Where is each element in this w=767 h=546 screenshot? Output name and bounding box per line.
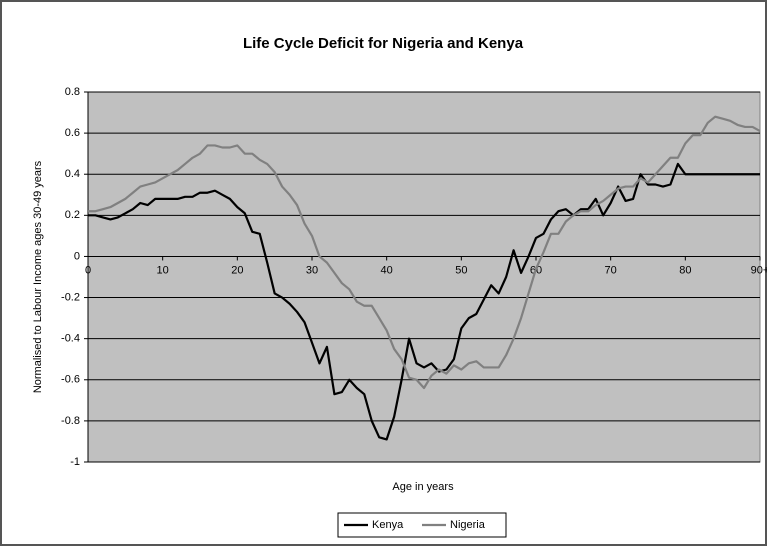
x-tick-label: 40 xyxy=(381,264,393,276)
x-tick-label: 90+ xyxy=(751,264,767,276)
y-tick-label: -0.2 xyxy=(61,291,80,303)
x-tick-label: 20 xyxy=(231,264,243,276)
y-tick-label: -0.8 xyxy=(61,415,80,427)
y-tick-label: 0.8 xyxy=(65,86,80,98)
y-tick-label: -0.4 xyxy=(61,333,80,345)
line-series xyxy=(88,162,760,441)
y-tick-label: 0.2 xyxy=(65,209,80,221)
x-tick-label: 10 xyxy=(157,264,169,276)
y-tick-label: -1 xyxy=(70,456,80,468)
x-axis-title: Age in years xyxy=(392,481,454,493)
y-tick-label: 0.6 xyxy=(65,127,80,139)
x-tick-label: 50 xyxy=(455,264,467,276)
x-tick-label: 0 xyxy=(85,264,91,276)
y-tick-label: -0.6 xyxy=(61,374,80,386)
x-tick-label: 70 xyxy=(605,264,617,276)
chart-title: Life Cycle Deficit for Nigeria and Kenya xyxy=(243,35,524,52)
legend-label: Nigeria xyxy=(450,519,486,531)
y-tick-label: 0 xyxy=(74,250,80,262)
plot-area xyxy=(87,91,761,463)
x-tick-label: 30 xyxy=(306,264,318,276)
y-axis-title: Normalised to Labour Income ages 30-49 y… xyxy=(32,160,44,393)
x-tick-label: 80 xyxy=(679,264,691,276)
legend-label: Kenya xyxy=(372,519,404,531)
line-series xyxy=(88,115,761,390)
y-tick-label: 0.4 xyxy=(65,168,80,180)
